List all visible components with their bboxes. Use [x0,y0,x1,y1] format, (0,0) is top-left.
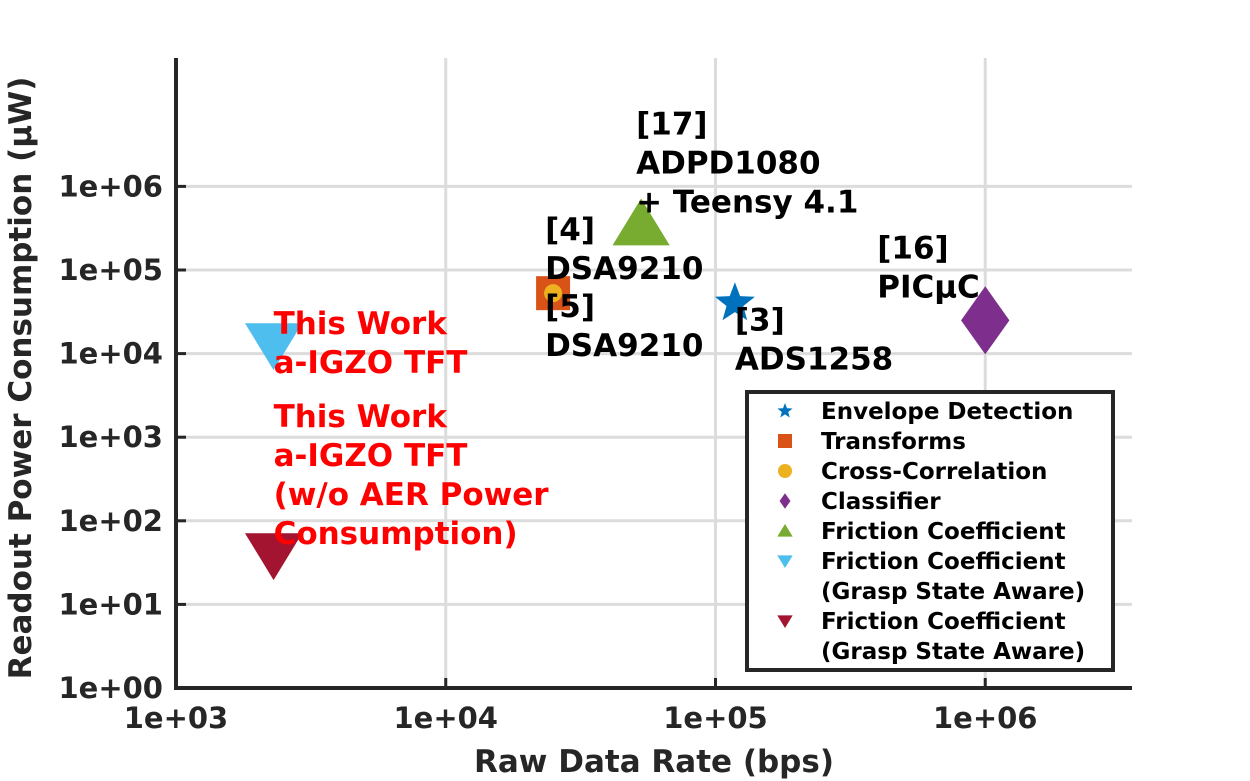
data-point-triangle-down [244,323,303,371]
annotation-text: [4] [545,212,595,248]
legend-box [745,390,1115,672]
x-tick-label: 1e+04 [393,701,498,735]
annotation-text: This Work [274,306,449,342]
legend-label: Envelope Detection [821,399,1073,425]
annotation-text: ADPD1080 [636,146,820,182]
annotation-text: [16] [877,230,948,266]
legend-swatch-circle [778,464,792,478]
annotation-text: a-IGZO TFT [274,438,468,474]
y-tick-label: 1e+06 [58,169,163,203]
y-axis-title: Readout Power Consumption (μW) [3,77,39,680]
legend-label: (Grasp State Aware) [821,579,1085,605]
legend-label: Transforms [821,429,966,455]
legend-label: Friction Coefficient [821,549,1066,575]
annotation-text: PICμC [877,269,980,305]
annotation-text: a-IGZO TFT [274,345,468,381]
legend-swatch-triangle-up [777,524,793,537]
annotation-text: ADS1258 [735,341,893,377]
data-point-triangle-down [244,533,303,581]
axes: 1e+03 1e+04 1e+05 1e+06 1e+00 1e+01 1e+02 1e+03… [58,58,1132,735]
data-point-star [714,282,755,321]
annotation-text: Consumption) [274,516,518,552]
data-point-diamond [961,286,1010,355]
y-tick-label: 1e+05 [58,253,163,287]
grid [176,58,1132,688]
y-tick-label: 1e+04 [58,337,163,371]
data-point-triangle-up [612,198,670,246]
legend-swatch-triangle-down [777,615,793,628]
legend-label: Cross-Correlation [821,459,1047,485]
legend-label: (Grasp State Aware) [821,639,1085,665]
x-axis-title: Raw Data Rate (bps) [474,744,834,780]
annotation-text: DSA9210 [545,251,703,287]
legend-swatch-diamond [779,493,791,509]
y-tick-label: 1e+02 [58,504,163,538]
annotation-text: [5] [545,289,595,325]
y-tick-label: 1e+03 [58,420,163,454]
x-tick-label: 1e+06 [933,701,1038,735]
legend-swatch-triangle-down [777,555,793,568]
annotations: [17]ADPD1080+ Teensy 4.1[4]DSA9210[5]DSA… [274,107,980,553]
y-tick-label: 1e+01 [58,587,163,621]
annotation-text: (w/o AER Power [274,477,550,513]
annotation-text: [3] [735,302,785,338]
legend-label: Classifier [821,489,941,515]
annotation-text: [17] [636,107,707,143]
legend-label: Friction Coefficient [821,609,1066,635]
annotation-text: + Teensy 4.1 [636,185,858,221]
y-tick-label: 1e+00 [58,671,163,705]
x-tick-label: 1e+05 [663,701,768,735]
legend-label: Friction Coefficient [821,519,1066,545]
legend-swatch-star [777,403,793,418]
x-tick-label: 1e+03 [124,701,229,735]
legend-swatch-square [778,434,792,448]
data-point-circle [544,284,563,303]
legend: Envelope Detection Transforms Cross-Correl… [745,390,1115,672]
annotation-text: This Work [274,399,449,435]
annotation-text: DSA9210 [545,328,703,364]
data-marks [244,198,1010,581]
